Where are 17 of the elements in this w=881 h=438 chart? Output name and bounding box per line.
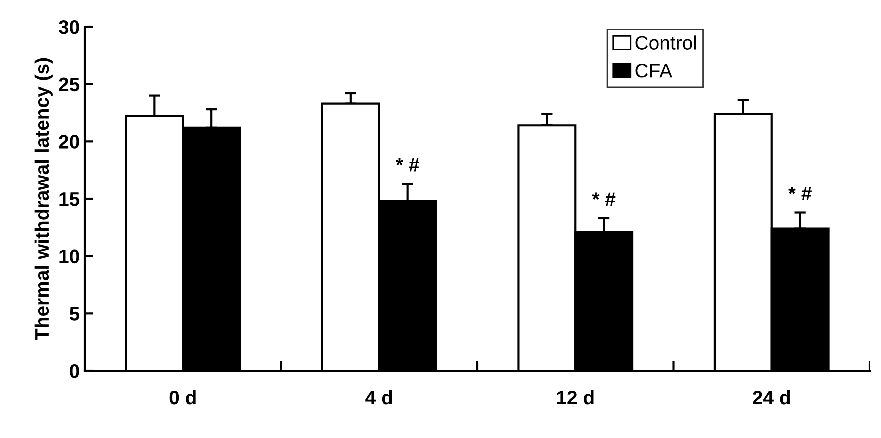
legend-label: CFA [636, 64, 673, 78]
x-tick-label: 24 d [753, 390, 790, 405]
y-tick-label: 30 [58, 20, 80, 34]
x-tick-label: 12 d [557, 390, 594, 405]
annotation: * # [396, 158, 420, 172]
y-tick-label: 20 [59, 135, 80, 149]
annotation: * # [592, 192, 616, 206]
x-tick-label: 0 d [170, 390, 196, 405]
y-tick-label: 0 [70, 364, 80, 378]
y-tick-label: 15 [60, 192, 80, 206]
y-tick-label: 25 [59, 78, 80, 92]
x-tick-label: 4 d [366, 390, 392, 405]
y-tick-label: 5 [70, 307, 80, 321]
legend-label: Control [636, 36, 696, 50]
annotation: * # [788, 187, 812, 200]
y-tick-label: 10 [60, 250, 80, 264]
y-axis-title: Thermal withdrawal latency (s) [34, 58, 53, 340]
